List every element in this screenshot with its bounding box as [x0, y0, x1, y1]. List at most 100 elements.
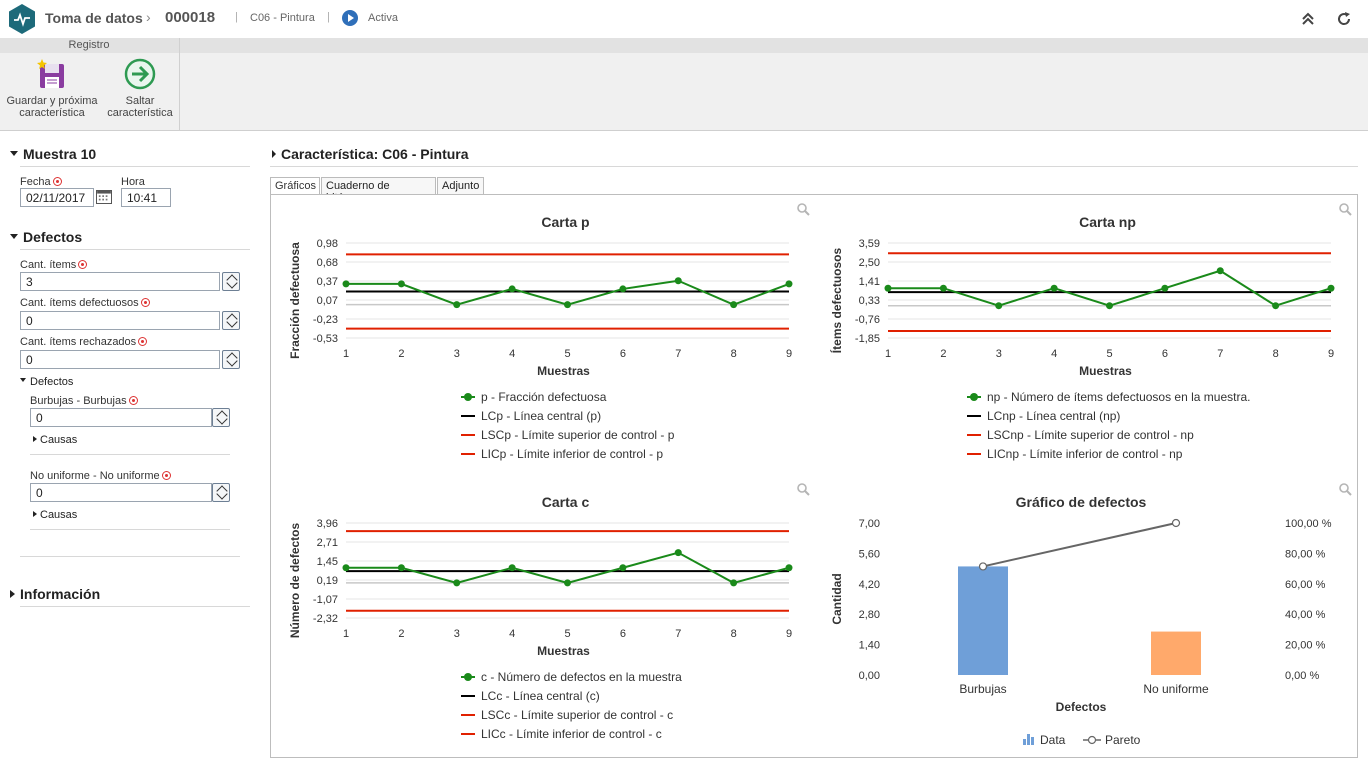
refresh-icon[interactable]	[1335, 10, 1353, 28]
x-tick-label: 5	[564, 628, 570, 640]
divider	[30, 454, 230, 455]
main-panel: Característica: C06 - Pintura Gráficos C…	[270, 131, 1368, 768]
defects-subsection-title: Defectos	[30, 376, 74, 388]
time-input[interactable]: 10:41	[121, 188, 171, 207]
items-input[interactable]: 3	[20, 272, 220, 291]
data-point	[1272, 302, 1280, 310]
collapsed-triangle-icon	[33, 511, 37, 518]
defective-items-input[interactable]: 0	[20, 311, 220, 330]
items-label: Cant. ítems	[20, 259, 88, 271]
sample-section-header[interactable]: Muestra 10	[10, 146, 96, 162]
divider	[20, 606, 250, 607]
x-tick-label: 4	[509, 628, 515, 640]
y-tick-label: 3,59	[859, 238, 880, 250]
tab-adjunto[interactable]: Adjunto	[437, 177, 484, 195]
magnifier-lens	[1339, 483, 1349, 493]
zoom-magnifier-icon[interactable]	[797, 483, 810, 496]
x-tick-label: 1	[885, 348, 891, 360]
legend-label: LICnp - Límite inferior de control - np	[987, 447, 1183, 461]
magnifier-lens	[797, 483, 807, 493]
tab-graficos[interactable]: Gráficos	[270, 177, 320, 195]
characteristic-section-header[interactable]: Característica: C06 - Pintura	[272, 146, 469, 162]
status-text: Activa	[368, 12, 398, 24]
info-title: Información	[20, 586, 101, 602]
legend-label: LCc - Línea central (c)	[481, 689, 600, 703]
y2-tick-label: 0,00 %	[1285, 670, 1319, 682]
y-tick-label: 2,71	[317, 537, 338, 549]
defect-no-uniforme-input[interactable]: 0	[30, 483, 212, 502]
legend-label: c - Número de defectos en la muestra	[481, 670, 682, 684]
app-logo-icon	[9, 4, 35, 34]
data-point	[342, 564, 350, 572]
legend-bar-icon	[1031, 737, 1034, 745]
data-point	[453, 579, 461, 587]
defects-section-header[interactable]: Defectos	[10, 229, 82, 245]
y-tick-label: -0,76	[855, 314, 880, 326]
collapse-icon[interactable]	[1299, 10, 1317, 28]
items-stepper[interactable]	[222, 272, 240, 291]
x-tick-label: 7	[1217, 348, 1223, 360]
x-tick-label: 9	[1328, 348, 1334, 360]
time-label: Hora	[121, 176, 145, 188]
defective-items-label: Cant. ítems defectuosos	[20, 297, 150, 309]
causes-toggle-burbujas[interactable]: Causas	[33, 434, 77, 446]
y-tick-label: -1,85	[855, 333, 880, 345]
x-tick-label: 6	[620, 348, 626, 360]
causes-toggle-no-uniforme[interactable]: Causas	[33, 509, 77, 521]
y-tick-label: 1,45	[317, 556, 338, 568]
divider	[30, 529, 230, 530]
y-tick-label: 1,41	[859, 276, 880, 288]
y-tick-label: 3,96	[317, 518, 338, 530]
x-axis-title: Muestras	[537, 644, 590, 658]
data-point	[508, 564, 516, 572]
x-tick-label: 4	[1051, 348, 1057, 360]
series-line	[346, 551, 790, 584]
charts-canvas: Carta p 0,98 0,68 0,37 0,07 -0,23 -0,53 1 2 3 4 5 6 7…	[288, 203, 1352, 747]
data-point	[1050, 284, 1058, 292]
x-tick-label: 8	[1273, 348, 1279, 360]
calendar-icon[interactable]	[96, 190, 112, 204]
x-tick-label: 2	[940, 348, 946, 360]
control-chart-2: Carta np 3,59 2,50 1,41 0,33 -0,76 -1,85 1 2 3 4 5 6…	[829, 214, 1335, 461]
y-tick-label: 0,33	[859, 295, 880, 307]
date-input[interactable]: 02/11/2017	[20, 188, 94, 207]
pareto-point	[978, 562, 988, 571]
x-tick-label: 3	[454, 628, 460, 640]
expand-triangle-icon	[10, 233, 18, 239]
expand-triangle-icon	[20, 378, 26, 383]
legend-bar-icon	[1023, 739, 1026, 745]
required-icon	[161, 471, 171, 480]
y-tick-label: 0,37	[317, 276, 338, 288]
skip-button[interactable]: Saltar característica	[102, 58, 178, 119]
charts-panel: Carta p 0,98 0,68 0,37 0,07 -0,23 -0,53 1 2 3 4 5 6 7…	[270, 194, 1358, 758]
legend-label: LICp - Límite inferior de control - p	[481, 447, 663, 461]
save-next-label-line2: característica	[19, 107, 85, 119]
defect-no-uniforme-stepper[interactable]	[212, 483, 230, 502]
defect-burbujas-stepper[interactable]	[212, 408, 230, 427]
divider: |	[327, 11, 330, 23]
rejected-items-stepper[interactable]	[222, 350, 240, 369]
legend-bar-icon	[1027, 734, 1030, 745]
x-axis-title: Muestras	[1079, 364, 1132, 378]
zoom-magnifier-icon[interactable]	[1339, 203, 1352, 216]
save-next-button[interactable]: Guardar y próxima característica	[4, 58, 100, 119]
rejected-items-input[interactable]: 0	[20, 350, 220, 369]
tab-cuaderno-bitacora[interactable]: Cuaderno de bitácora	[321, 177, 436, 204]
defect-burbujas-input[interactable]: 0	[30, 408, 212, 427]
x-tick-label: 2	[398, 628, 404, 640]
zoom-magnifier-icon[interactable]	[1339, 483, 1352, 496]
data-point	[1327, 284, 1335, 292]
info-section-header[interactable]: Información	[10, 586, 100, 602]
control-chart-3: Carta c 3,96 2,71 1,45 0,19 -1,07 -2,32 1 2 3 4 5 6 7…	[288, 494, 793, 741]
legend-marker	[1087, 735, 1097, 745]
defects-subsection-header[interactable]: Defectos	[20, 376, 73, 388]
causes-label: Causas	[40, 434, 78, 446]
defective-items-stepper[interactable]	[222, 311, 240, 330]
legend-label: LCp - Línea central (p)	[481, 409, 601, 423]
zoom-magnifier-icon[interactable]	[797, 203, 810, 216]
y-tick-label: 0,68	[317, 257, 338, 269]
y-tick-label: -0,23	[313, 314, 338, 326]
expand-triangle-icon	[10, 150, 18, 156]
y2-tick-label: 40,00 %	[1285, 609, 1326, 621]
y-axis-title: Fracción defectuosa	[288, 242, 302, 359]
